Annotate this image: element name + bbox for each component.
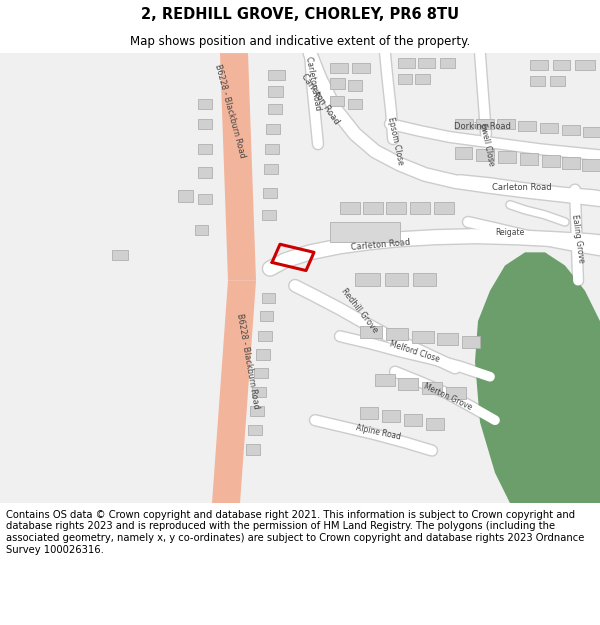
Polygon shape [412, 331, 434, 343]
Polygon shape [434, 202, 454, 214]
Text: Redhill Grove: Redhill Grove [340, 287, 380, 335]
Polygon shape [220, 53, 256, 281]
Polygon shape [476, 149, 494, 161]
Polygon shape [497, 119, 515, 129]
Text: Carleton Road: Carleton Road [304, 56, 322, 111]
Polygon shape [198, 194, 212, 204]
Polygon shape [198, 99, 212, 109]
Polygon shape [330, 222, 400, 243]
Polygon shape [360, 407, 378, 419]
Text: Carleton Road: Carleton Road [299, 72, 341, 126]
Text: Merton Grove: Merton Grove [422, 382, 473, 412]
Polygon shape [265, 144, 279, 154]
Polygon shape [582, 159, 600, 171]
Polygon shape [263, 188, 277, 198]
Polygon shape [575, 60, 595, 71]
Text: Ealing Grove: Ealing Grove [570, 213, 586, 263]
Polygon shape [198, 168, 212, 177]
Polygon shape [455, 119, 473, 129]
Polygon shape [475, 253, 600, 503]
Polygon shape [446, 387, 466, 399]
Text: Carleton Road: Carleton Road [492, 183, 552, 192]
Polygon shape [248, 425, 262, 436]
Polygon shape [386, 202, 406, 214]
Polygon shape [518, 121, 536, 131]
Polygon shape [413, 272, 436, 286]
Polygon shape [385, 272, 408, 286]
Polygon shape [260, 311, 273, 321]
Polygon shape [212, 281, 256, 503]
Polygon shape [252, 387, 266, 397]
Text: B6228 - Blackburn Road: B6228 - Blackburn Road [213, 63, 247, 159]
Polygon shape [330, 96, 344, 106]
Polygon shape [355, 272, 380, 286]
Polygon shape [198, 119, 212, 129]
Polygon shape [340, 202, 360, 214]
Polygon shape [254, 368, 268, 378]
Text: Dorking Road: Dorking Road [454, 122, 511, 131]
Text: B6228 - Blackburn Road: B6228 - Blackburn Road [235, 313, 261, 410]
Text: Epsom Close: Epsom Close [386, 116, 404, 166]
Polygon shape [246, 444, 260, 454]
Polygon shape [530, 76, 545, 86]
Polygon shape [330, 78, 345, 89]
Polygon shape [386, 328, 408, 341]
Text: Ewell Close: Ewell Close [478, 122, 496, 166]
Polygon shape [418, 58, 435, 68]
Polygon shape [268, 71, 285, 81]
Polygon shape [264, 164, 278, 174]
Text: Reigate: Reigate [496, 228, 524, 237]
Polygon shape [540, 123, 558, 133]
Polygon shape [195, 225, 208, 235]
Polygon shape [437, 333, 458, 346]
Polygon shape [415, 74, 430, 84]
Polygon shape [250, 406, 264, 416]
Polygon shape [520, 153, 538, 166]
Polygon shape [198, 144, 212, 154]
Polygon shape [550, 76, 565, 86]
Polygon shape [348, 99, 362, 109]
Polygon shape [268, 104, 282, 114]
Text: Contains OS data © Crown copyright and database right 2021. This information is : Contains OS data © Crown copyright and d… [6, 510, 584, 554]
Polygon shape [530, 60, 548, 71]
Polygon shape [375, 374, 395, 386]
Polygon shape [398, 58, 415, 68]
Text: Melford Close: Melford Close [389, 339, 441, 364]
Polygon shape [426, 418, 444, 431]
Polygon shape [330, 63, 348, 73]
Polygon shape [398, 74, 412, 84]
Polygon shape [455, 147, 472, 159]
Polygon shape [553, 60, 570, 71]
Polygon shape [178, 189, 193, 202]
Polygon shape [398, 378, 418, 390]
Polygon shape [256, 349, 270, 359]
Polygon shape [262, 210, 276, 220]
Polygon shape [583, 127, 600, 137]
Polygon shape [268, 86, 283, 97]
Polygon shape [562, 158, 580, 169]
Polygon shape [498, 151, 516, 163]
Polygon shape [422, 382, 442, 394]
Text: Alpine Road: Alpine Road [355, 423, 401, 441]
Polygon shape [476, 119, 494, 129]
Polygon shape [440, 58, 455, 68]
Polygon shape [382, 410, 400, 422]
Text: Map shows position and indicative extent of the property.: Map shows position and indicative extent… [130, 35, 470, 48]
Polygon shape [562, 125, 580, 135]
Polygon shape [542, 155, 560, 168]
Polygon shape [462, 336, 480, 348]
Polygon shape [404, 414, 422, 426]
Polygon shape [360, 326, 382, 338]
Text: Carleton Road: Carleton Road [350, 238, 410, 252]
Polygon shape [348, 81, 362, 91]
Polygon shape [112, 251, 128, 261]
Polygon shape [363, 202, 383, 214]
Polygon shape [266, 124, 280, 134]
Polygon shape [258, 331, 272, 341]
Text: 2, REDHILL GROVE, CHORLEY, PR6 8TU: 2, REDHILL GROVE, CHORLEY, PR6 8TU [141, 8, 459, 22]
Polygon shape [262, 292, 275, 303]
Polygon shape [410, 202, 430, 214]
Polygon shape [352, 63, 370, 73]
